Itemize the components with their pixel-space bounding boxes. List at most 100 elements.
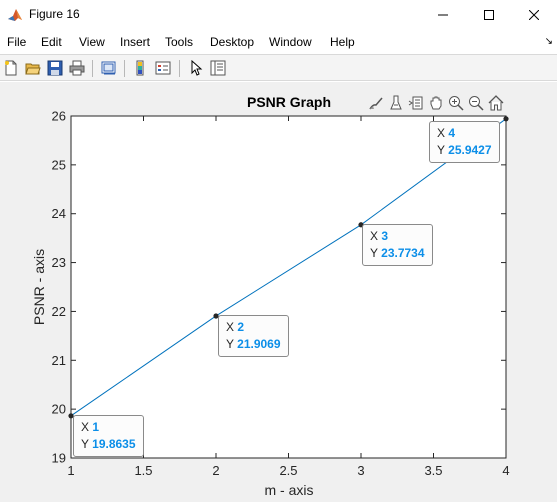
menu-desktop[interactable]: Desktop bbox=[210, 35, 255, 49]
datatip-2[interactable]: X 2 Y 21.9069 bbox=[218, 315, 289, 357]
menu-window[interactable]: Window bbox=[269, 35, 312, 49]
data-tips-icon bbox=[389, 95, 402, 110]
close-button[interactable] bbox=[511, 0, 557, 30]
menu-edit[interactable]: Edit bbox=[41, 35, 62, 49]
zoom-in-button[interactable] bbox=[446, 94, 465, 112]
menu-tools[interactable]: Tools bbox=[165, 35, 194, 49]
x-tick-label: 3 bbox=[357, 463, 364, 478]
zoom-out-button[interactable] bbox=[466, 94, 485, 112]
save-button[interactable] bbox=[45, 58, 65, 78]
y-tick-label: 26 bbox=[52, 109, 66, 124]
menu-file[interactable]: File bbox=[7, 35, 27, 49]
open-file-icon bbox=[25, 63, 41, 75]
edit-plot-icon bbox=[191, 60, 203, 76]
datatip-x-value: 1 bbox=[92, 420, 100, 434]
new-figure-icon bbox=[5, 60, 17, 76]
datatip-y-label: Y bbox=[370, 246, 378, 260]
data-tips-button[interactable] bbox=[386, 94, 405, 112]
title-bar: Figure 16 bbox=[0, 0, 557, 30]
insert-legend-button[interactable] bbox=[153, 58, 173, 78]
x-tick-label: 3.5 bbox=[424, 463, 442, 478]
x-tick-label: 2.5 bbox=[279, 463, 297, 478]
home-icon bbox=[488, 95, 503, 111]
brush-icon bbox=[368, 97, 383, 110]
home-button[interactable] bbox=[486, 94, 505, 112]
pan-button[interactable] bbox=[426, 94, 445, 112]
brush-button[interactable] bbox=[366, 94, 385, 112]
toolbar-separator bbox=[124, 60, 125, 77]
print-icon bbox=[69, 60, 85, 76]
datatip-x-label: X bbox=[81, 420, 90, 434]
datatip-1[interactable]: X 1 Y 19.8635 bbox=[73, 415, 144, 457]
y-tick-label: 25 bbox=[52, 157, 66, 172]
rotate-button[interactable] bbox=[406, 94, 425, 112]
y-tick-label: 23 bbox=[52, 255, 66, 270]
datatip-x-label: X bbox=[437, 126, 446, 140]
maximize-button[interactable] bbox=[466, 0, 512, 30]
datatip-x-label: X bbox=[370, 229, 379, 243]
insert-colorbar-button[interactable] bbox=[131, 58, 151, 78]
datatip-y-label: Y bbox=[437, 143, 445, 157]
new-figure-button[interactable] bbox=[1, 58, 21, 78]
data-point-marker[interactable] bbox=[503, 116, 509, 122]
toolbar-separator bbox=[92, 60, 93, 77]
matlab-logo-icon bbox=[7, 7, 23, 23]
x-tick-label: 4 bbox=[502, 463, 509, 478]
insert-legend-icon bbox=[155, 61, 171, 75]
datatip-y-value: 21.9069 bbox=[237, 337, 281, 351]
y-tick-label: 21 bbox=[52, 353, 66, 368]
x-axis-label: m - axis bbox=[265, 482, 314, 498]
rotate-icon bbox=[408, 96, 422, 110]
x-tick-label: 2 bbox=[212, 463, 219, 478]
datatip-x-value: 2 bbox=[237, 320, 245, 334]
y-tick-label: 19 bbox=[52, 451, 66, 466]
open-file-button[interactable] bbox=[23, 58, 43, 78]
print-button[interactable] bbox=[67, 58, 87, 78]
minimize-button[interactable] bbox=[420, 0, 466, 30]
data-point-marker[interactable] bbox=[68, 413, 74, 419]
y-tick-label: 20 bbox=[52, 402, 66, 417]
menu-bar: File Edit View Insert Tools Desktop Wind… bbox=[0, 31, 557, 53]
datatip-x-value: 3 bbox=[381, 229, 389, 243]
menu-overflow-arrow-icon[interactable]: ↘ bbox=[544, 36, 553, 47]
datatip-x-value: 4 bbox=[448, 126, 456, 140]
menu-help[interactable]: Help bbox=[330, 35, 355, 49]
minimize-icon bbox=[438, 14, 448, 16]
property-inspector-button[interactable] bbox=[208, 58, 228, 78]
menu-insert[interactable]: Insert bbox=[120, 35, 151, 49]
data-point-marker[interactable] bbox=[213, 313, 219, 319]
datatip-y-label: Y bbox=[226, 337, 234, 351]
y-tick-label: 22 bbox=[52, 304, 66, 319]
maximize-icon bbox=[484, 10, 494, 20]
menu-view[interactable]: View bbox=[79, 35, 105, 49]
figure-toolbar bbox=[0, 54, 557, 81]
link-plot-icon bbox=[101, 61, 116, 75]
x-tick-label: 1.5 bbox=[134, 463, 152, 478]
save-icon bbox=[47, 60, 63, 76]
y-tick-label: 24 bbox=[52, 206, 66, 221]
insert-colorbar-icon bbox=[136, 60, 144, 76]
chart-title: PSNR Graph bbox=[247, 94, 331, 110]
datatip-y-value: 23.7734 bbox=[381, 246, 425, 260]
datatip-y-value: 25.9427 bbox=[448, 143, 492, 157]
link-plot-button[interactable] bbox=[99, 58, 119, 78]
window-title: Figure 16 bbox=[29, 7, 80, 21]
edit-plot-button[interactable] bbox=[186, 58, 206, 78]
figure-canvas: 19 20 21 22 23 24 25 26 1 1.5 2 2.5 3 3.5 4 PSNR Grap… bbox=[0, 82, 557, 502]
datatip-y-value: 19.8635 bbox=[92, 437, 136, 451]
zoom-out-icon bbox=[468, 96, 484, 111]
toolbar-separator bbox=[179, 60, 180, 77]
datatip-4[interactable]: X 4 Y 25.9427 bbox=[429, 121, 500, 163]
zoom-in-icon bbox=[448, 96, 464, 111]
plot-area bbox=[70, 115, 507, 459]
psnr-line[interactable] bbox=[70, 118, 507, 417]
pan-icon bbox=[430, 96, 441, 110]
datatip-3[interactable]: X 3 Y 23.7734 bbox=[362, 224, 433, 266]
y-axis-label: PSNR - axis bbox=[31, 249, 47, 325]
datatip-y-label: Y bbox=[81, 437, 89, 451]
property-inspector-icon bbox=[210, 60, 226, 76]
x-ticks: 1 1.5 2 2.5 3 3.5 4 bbox=[67, 116, 510, 478]
close-icon bbox=[529, 10, 539, 20]
